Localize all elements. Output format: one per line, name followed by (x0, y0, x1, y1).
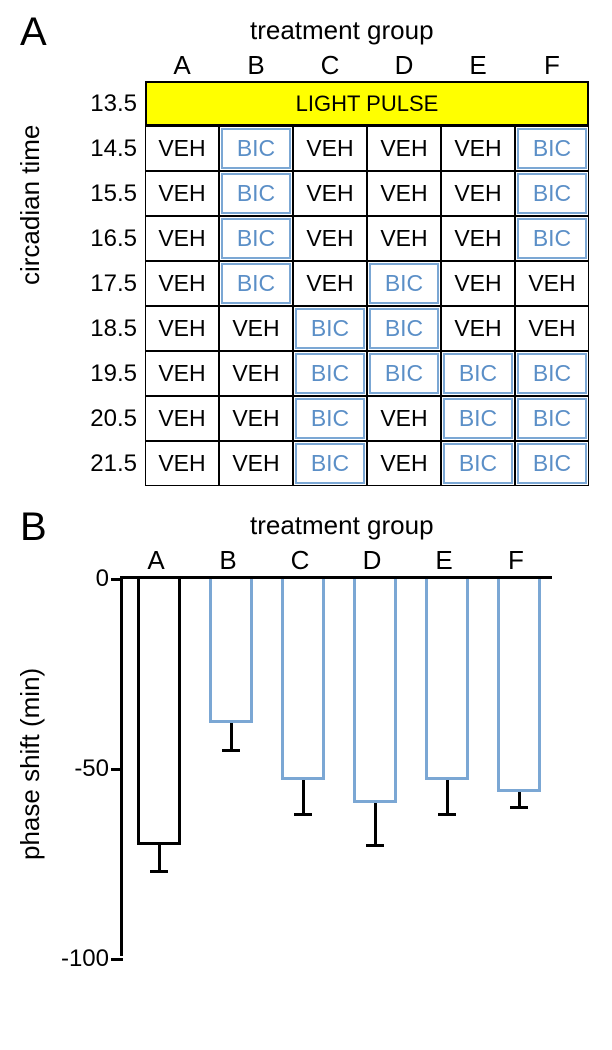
table-a-row-header: 19.5 (80, 351, 145, 396)
table-a-cell: BIC (293, 306, 367, 351)
table-a-cell: BIC (367, 261, 441, 306)
table-a-cell: VEH (145, 216, 219, 261)
table-a-cell: BIC (219, 216, 293, 261)
chart-b-plot-area: 0-50-100 (120, 576, 552, 956)
table-a-cell: VEH (145, 351, 219, 396)
table-a-cell: BIC (219, 171, 293, 216)
table-a-column-header: D (367, 50, 441, 81)
table-a-cell: VEH (293, 171, 367, 216)
table-a-row-header: 21.5 (80, 441, 145, 486)
chart-b-column-header: B (192, 545, 264, 576)
chart-b-bar (425, 579, 470, 780)
chart-b-bar (497, 579, 542, 792)
table-a-column-header: A (145, 50, 219, 81)
table-a-row-header: 17.5 (80, 261, 145, 306)
table-a-cell: BIC (367, 306, 441, 351)
chart-b-ytick-label: 0 (96, 565, 109, 593)
chart-b-bar (209, 579, 254, 723)
chart-b-ytick-label: -50 (74, 755, 109, 783)
table-a-cell: VEH (441, 306, 515, 351)
table-a-cell: VEH (145, 171, 219, 216)
chart-b-column-header: F (480, 545, 552, 576)
table-a-cell: VEH (367, 216, 441, 261)
table-a-row-header: 20.5 (80, 396, 145, 441)
chart-b-column-headers: ABCDEF (120, 545, 552, 576)
table-a-cell: VEH (515, 306, 589, 351)
table-a-body: 13.5LIGHT PULSE14.5VEHBICVEHVEHVEHBIC15.… (80, 81, 589, 486)
chart-b-bar (281, 579, 326, 780)
chart-b-column-header: E (408, 545, 480, 576)
table-a-cell: VEH (515, 261, 589, 306)
table-a-column-header: F (515, 50, 589, 81)
chart-b-column-header: A (120, 545, 192, 576)
table-a-cell: BIC (515, 351, 589, 396)
chart-b-ytick-label: -100 (61, 945, 109, 973)
table-a-cell: BIC (367, 351, 441, 396)
table-a-cell: BIC (293, 441, 367, 486)
table-a-cell: VEH (441, 261, 515, 306)
table-a-cell: BIC (441, 351, 515, 396)
table-a-cell: VEH (441, 171, 515, 216)
table-a-cell: VEH (145, 306, 219, 351)
chart-b: ABCDEF 0-50-100 (120, 545, 552, 956)
chart-b-column-header: D (336, 545, 408, 576)
table-a-cell: VEH (367, 441, 441, 486)
table-a-cell: BIC (515, 171, 589, 216)
table-a-column-header: E (441, 50, 515, 81)
table-a-cell: VEH (145, 396, 219, 441)
table-a-cell: BIC (219, 261, 293, 306)
table-a-cell: VEH (219, 306, 293, 351)
panel-b-ylabel: phase shift (min) (15, 668, 46, 860)
panel-b-label: B (20, 505, 47, 550)
table-a-cell: BIC (441, 396, 515, 441)
table-a-row-header: 16.5 (80, 216, 145, 261)
table-a-cell: VEH (145, 441, 219, 486)
table-a-cell: VEH (367, 396, 441, 441)
table-a-cell: VEH (219, 396, 293, 441)
panel-b-title: treatment group (250, 510, 434, 541)
table-a-cell: BIC (293, 396, 367, 441)
panel-a-title: treatment group (250, 15, 434, 46)
table-a-cell: BIC (515, 396, 589, 441)
table-a-cell: VEH (293, 261, 367, 306)
chart-b-bar (353, 579, 398, 803)
table-a: ABCDEF 13.5LIGHT PULSE14.5VEHBICVEHVEHVE… (80, 50, 589, 486)
chart-b-column-header: C (264, 545, 336, 576)
table-a-row-header: 13.5 (80, 81, 145, 126)
table-a-cell: VEH (441, 216, 515, 261)
table-a-cell: VEH (293, 126, 367, 171)
table-a-cell: BIC (515, 441, 589, 486)
table-a-cell: BIC (293, 351, 367, 396)
table-a-row-header: 18.5 (80, 306, 145, 351)
table-a-cell: VEH (219, 441, 293, 486)
table-a-cell: BIC (515, 126, 589, 171)
panel-a-ylabel: circadian time (15, 125, 46, 285)
table-a-column-headers: ABCDEF (145, 50, 589, 81)
table-a-cell: VEH (145, 126, 219, 171)
panel-a-label: A (20, 10, 47, 55)
table-a-cell: BIC (515, 216, 589, 261)
table-a-column-header: C (293, 50, 367, 81)
table-a-row-header: 14.5 (80, 126, 145, 171)
table-a-column-header: B (219, 50, 293, 81)
table-a-cell: VEH (367, 126, 441, 171)
table-a-row-header: 15.5 (80, 171, 145, 216)
table-a-cell: VEH (441, 126, 515, 171)
chart-b-bar (137, 579, 182, 845)
table-a-cell: VEH (293, 216, 367, 261)
table-a-cell: VEH (367, 171, 441, 216)
table-a-cell: BIC (219, 126, 293, 171)
table-a-cell: VEH (145, 261, 219, 306)
table-a-cell: VEH (219, 351, 293, 396)
light-pulse-cell: LIGHT PULSE (145, 81, 589, 126)
table-a-cell: BIC (441, 441, 515, 486)
